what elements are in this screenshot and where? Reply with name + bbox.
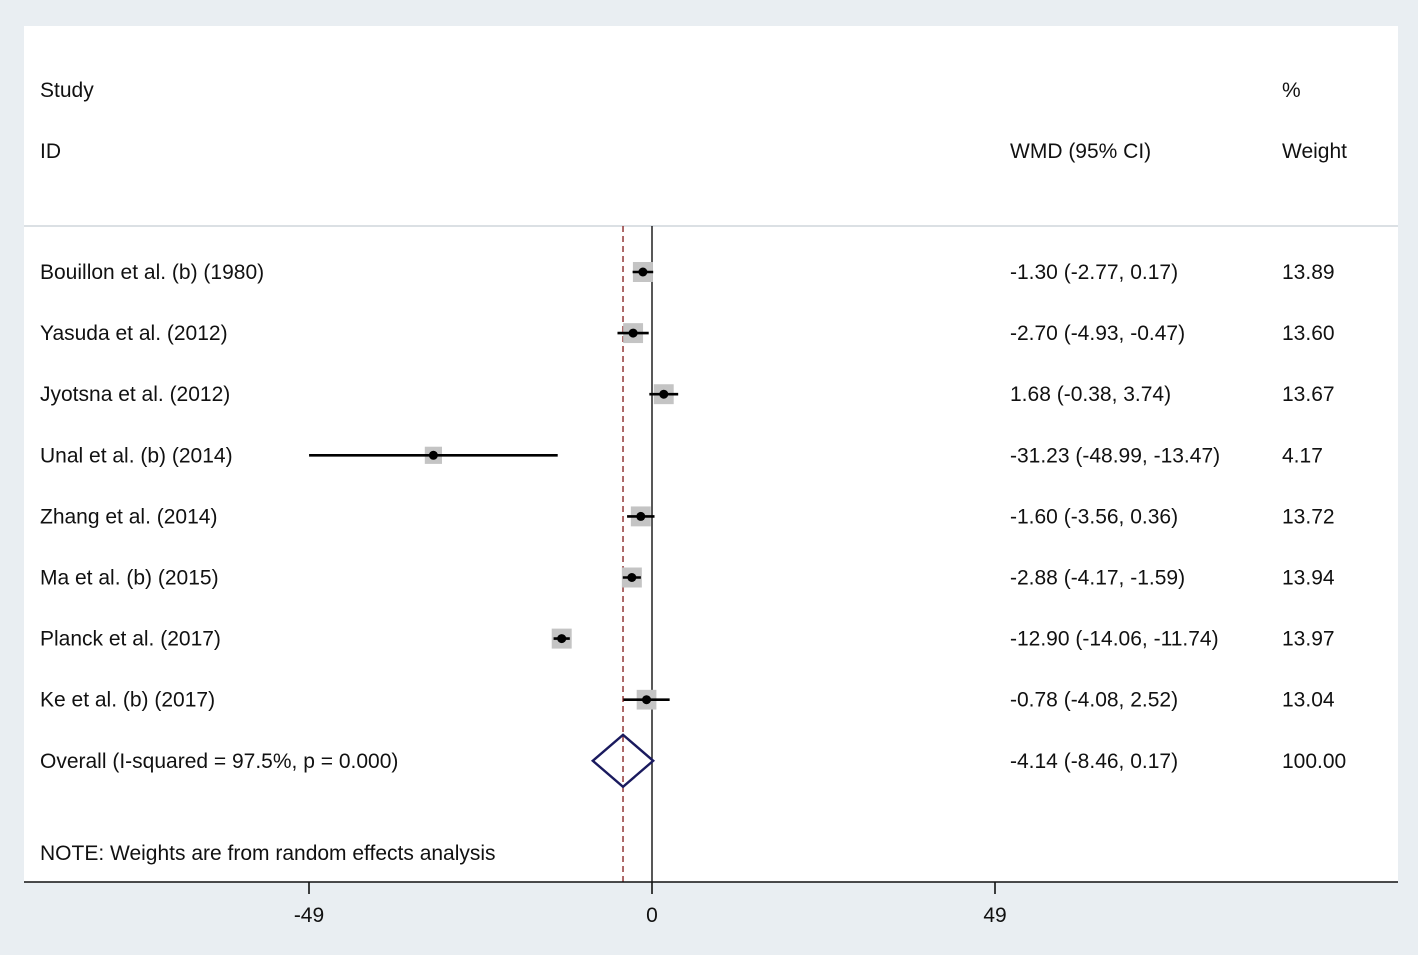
study-ci-text: -2.88 (-4.17, -1.59) <box>1010 567 1185 590</box>
study-weight-text: 13.04 <box>1282 689 1335 712</box>
point-estimate <box>659 389 669 399</box>
study-weight-text: 13.89 <box>1282 261 1335 284</box>
overall-weight-text: 100.00 <box>1282 750 1346 773</box>
study-ci-text: -12.90 (-14.06, -11.74) <box>1010 628 1219 651</box>
plot-panel <box>24 26 1398 882</box>
x-tick-label: -49 <box>294 904 324 927</box>
study-rows: Bouillon et al. (b) (1980) -1.30 (-2.77, … <box>40 261 1335 712</box>
header-id: ID <box>40 140 61 163</box>
point-estimate <box>557 634 567 644</box>
x-axis-ticks: -49 0 49 <box>294 882 1007 927</box>
study-row: Bouillon et al. (b) (1980) -1.30 (-2.77, … <box>40 261 1335 284</box>
study-ci-text: -1.60 (-3.56, 0.36) <box>1010 505 1178 528</box>
study-ci-text: -2.70 (-4.93, -0.47) <box>1010 322 1185 345</box>
overall-label: Overall (I-squared = 97.5%, p = 0.000) <box>40 750 398 773</box>
study-ci-text: -1.30 (-2.77, 0.17) <box>1010 261 1178 284</box>
study-ci-text: 1.68 (-0.38, 3.74) <box>1010 383 1171 406</box>
study-name: Ma et al. (b) (2015) <box>40 567 219 590</box>
study-row: Zhang et al. (2014) -1.60 (-3.56, 0.36) 13… <box>40 505 1335 528</box>
study-ci-text: -31.23 (-48.99, -13.47) <box>1010 444 1220 467</box>
point-estimate <box>636 511 646 521</box>
point-estimate <box>638 267 648 277</box>
study-name: Planck et al. (2017) <box>40 628 221 651</box>
study-row: Unal et al. (b) (2014) -31.23 (-48.99, -1… <box>40 444 1323 467</box>
study-name: Unal et al. (b) (2014) <box>40 444 233 467</box>
study-row: Planck et al. (2017) -12.90 (-14.06, -11.… <box>40 628 1335 651</box>
point-estimate <box>428 450 438 460</box>
overall-diamond <box>590 733 656 789</box>
study-row: Yasuda et al. (2012) -2.70 (-4.93, -0.47)… <box>40 322 1335 345</box>
header-effect-label: WMD (95% CI) <box>1010 140 1151 163</box>
study-weight-text: 13.94 <box>1282 567 1335 590</box>
study-name: Zhang et al. (2014) <box>40 505 217 528</box>
study-row: Jyotsna et al. (2012) 1.68 (-0.38, 3.74) 1… <box>40 383 1335 406</box>
point-estimate <box>642 695 652 705</box>
x-tick-label: 0 <box>646 904 658 927</box>
point-estimate <box>627 573 637 582</box>
reference-lines <box>622 226 653 882</box>
study-ci-text: -0.78 (-4.08, 2.52) <box>1010 689 1178 712</box>
study-row: Ma et al. (b) (2015) -2.88 (-4.17, -1.59)… <box>40 567 1335 590</box>
study-weight-text: 13.67 <box>1282 383 1335 406</box>
study-name: Yasuda et al. (2012) <box>40 322 228 345</box>
study-name: Bouillon et al. (b) (1980) <box>40 261 264 284</box>
study-weight-text: 13.72 <box>1282 505 1335 528</box>
overall-row: Overall (I-squared = 97.5%, p = 0.000) -4… <box>40 733 1346 789</box>
study-weight-text: 13.60 <box>1282 322 1335 345</box>
study-weight-text: 4.17 <box>1282 444 1323 467</box>
note-text: NOTE: Weights are from random effects an… <box>40 842 496 865</box>
header-weight: Weight <box>1282 140 1347 163</box>
study-weight-text: 13.97 <box>1282 628 1335 651</box>
x-tick-label: 49 <box>983 904 1006 927</box>
point-estimate <box>628 328 638 338</box>
study-name: Jyotsna et al. (2012) <box>40 383 230 406</box>
overall-ci-text: -4.14 (-8.46, 0.17) <box>1010 750 1178 773</box>
study-name: Ke et al. (b) (2017) <box>40 689 215 712</box>
header-percent: % <box>1282 79 1301 102</box>
study-row: Ke et al. (b) (2017) -0.78 (-4.08, 2.52) 1… <box>40 689 1335 712</box>
header-study: Study <box>40 79 94 102</box>
